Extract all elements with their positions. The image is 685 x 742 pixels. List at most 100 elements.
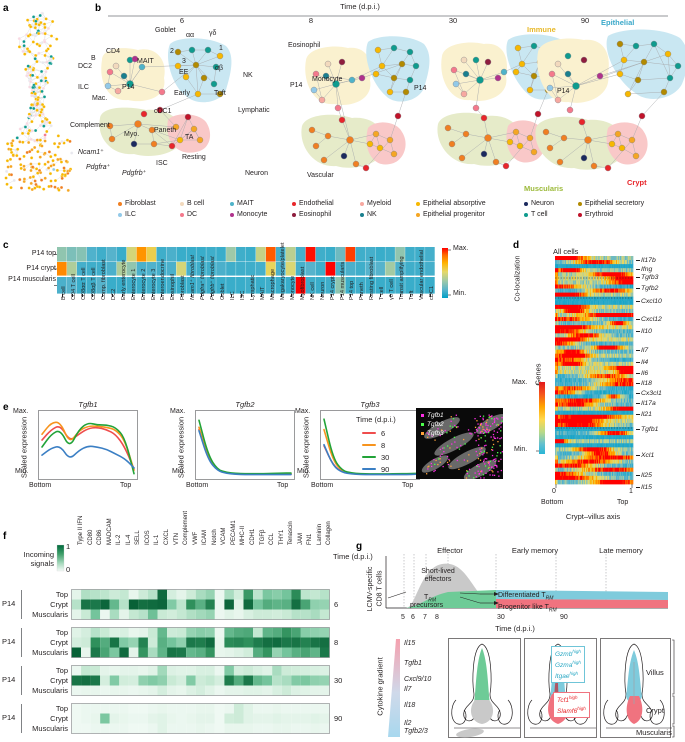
panel-f-blocks: P14 Top Crypt Muscularis 6 P14 Top Crypt Muscula… bbox=[0, 588, 345, 740]
panel-c-row-label-2: P14 muscularis bbox=[0, 276, 56, 284]
panel-f-col-label: CCL bbox=[269, 532, 276, 545]
net8-label-lymphatic: Lymphatic bbox=[238, 107, 270, 114]
panel-g-time-axis-label: Time (d.p.i.) bbox=[495, 624, 535, 633]
panel-e-chart-title-3: Tgfb3 bbox=[360, 400, 380, 409]
panel-g-letter: g bbox=[356, 541, 363, 552]
panel-f-col-label: Notch bbox=[211, 529, 218, 545]
panel-c-row-label-2-text: P14 muscularis bbox=[8, 276, 56, 283]
legend-item: NK bbox=[360, 211, 416, 218]
region-label-immune: Immune bbox=[527, 25, 556, 34]
panel-d-gene-tick bbox=[636, 331, 640, 332]
panel-g-cytokine-gradient-svg bbox=[388, 639, 400, 737]
panel-g-prog-trm-label: Progenitor like T bbox=[498, 604, 549, 611]
panel-b-legend: Fibroblast B cell MAIT Endothelial Myeloid Ep… bbox=[118, 198, 678, 220]
panel-c-col-tick bbox=[380, 294, 381, 297]
panel-e-chart-3-svg bbox=[320, 410, 420, 480]
panel-c-col-tick bbox=[360, 294, 361, 297]
panel-d-gene-tick bbox=[636, 475, 640, 476]
panel-c-col-labels: B cell CD4 T cell CD8αα T cell CD8αβ T cell… bbox=[57, 242, 437, 378]
panel-a-network bbox=[4, 8, 76, 193]
panel-e-image-legend-label: Tgfb1 bbox=[427, 412, 444, 419]
legend-item: MAIT bbox=[230, 200, 292, 207]
legend-dot-icon bbox=[416, 212, 420, 217]
panel-d-xlabel-top: Top bbox=[617, 499, 629, 506]
panel-c-heatmap-svg bbox=[54, 247, 435, 294]
panel-g-ylabel: LCMV-specific bbox=[367, 559, 375, 619]
net8-label-monocyte: Monocyte bbox=[312, 76, 343, 83]
panel-f-row-label: Top bbox=[55, 628, 68, 637]
panel-f-row-label: Muscularis bbox=[32, 686, 68, 695]
legend-dot-icon bbox=[360, 212, 364, 217]
legend-label: DC bbox=[187, 211, 198, 218]
panel-d-gene-tick bbox=[636, 383, 640, 384]
panel-d-gene-tick bbox=[636, 277, 640, 278]
legend-dot-icon bbox=[578, 212, 582, 217]
panel-e-xlabel-right-2: Top bbox=[277, 482, 289, 489]
panel-a-letter: a bbox=[3, 3, 9, 14]
legend-label: MAIT bbox=[237, 200, 254, 207]
panel-g-time-tick: 7 bbox=[423, 614, 427, 621]
panel-f-row-label: Muscularis bbox=[32, 648, 68, 657]
legend-label: B cell bbox=[187, 200, 205, 207]
legend-dot-icon bbox=[230, 212, 234, 217]
legend-label: Endothelial bbox=[299, 200, 334, 207]
net6-label-ee: EE bbox=[179, 69, 189, 76]
panel-f-colorbar-svg bbox=[56, 544, 65, 572]
panel-f-col-label: Tenascin bbox=[288, 521, 295, 545]
panel-g-marker-box-blue: Gzmbhigh Gzmahigh Itgaehigh bbox=[551, 646, 585, 684]
panel-c-col-tick bbox=[350, 294, 352, 297]
panel-c-col-tick bbox=[211, 294, 212, 297]
panel-g-short-lived-2: effectors bbox=[424, 576, 452, 583]
panel-c-col-tick bbox=[61, 294, 63, 297]
panel-c-col-tick bbox=[181, 294, 182, 297]
panel-e-ymax-3: Max. bbox=[295, 408, 311, 415]
panel-f-col-label: VTN bbox=[173, 533, 180, 545]
legend-label: Neuron bbox=[531, 200, 554, 207]
marker-blue-0: Gzmb bbox=[555, 651, 573, 659]
net6-label-ilc: ILC bbox=[78, 84, 89, 91]
panel-g-time-tick: 5 bbox=[401, 614, 405, 621]
panel-e-image-legend-dot-icon bbox=[421, 414, 424, 417]
panel-f-heat-block bbox=[71, 703, 330, 734]
panel-g-cytokine-label: Cxcl9/10 bbox=[404, 676, 432, 683]
panel-b-tp-30: 30 bbox=[448, 16, 458, 25]
legend-dot-icon bbox=[118, 201, 122, 206]
panel-e-legend-item: 8 bbox=[362, 439, 389, 451]
panel-f-col-label: Complement bbox=[183, 510, 190, 545]
panel-g-cytokine-label: Tgfb1 bbox=[404, 660, 422, 667]
panel-d-heatmap-svg bbox=[555, 256, 634, 485]
marker-red-sup-1: high bbox=[577, 706, 586, 712]
legend-dot-icon bbox=[360, 201, 364, 206]
panel-e-legend-item: 6 bbox=[362, 427, 389, 439]
panel-f-group-label: P14 bbox=[2, 637, 16, 646]
panel-g-diff-trm: Differentiated TRM bbox=[498, 592, 553, 601]
panel-c-col-tick bbox=[250, 294, 252, 297]
panel-e-legend: 6 8 30 90 bbox=[362, 427, 389, 475]
panel-g-cytokine-gradient-label: Cytokine gradient bbox=[375, 657, 385, 716]
panel-g-short-lived: Short-lived effectors bbox=[408, 568, 468, 584]
panel-c-col-label: Paneth bbox=[359, 282, 366, 300]
panel-d-xaxis bbox=[555, 484, 635, 490]
panel-f-col-label: JAM bbox=[297, 533, 304, 545]
panel-g-tissue-label-crypt: Crypt bbox=[646, 706, 664, 715]
panel-c-row-labels: P14 top P14 crypt P14 muscularis bbox=[0, 248, 60, 298]
panel-g-time-axis: 5 6 7 8 30 90 bbox=[370, 614, 670, 626]
panel-f-heat-svg bbox=[71, 665, 330, 696]
net6-label-myo: Myo. bbox=[124, 131, 140, 138]
panel-f-heat-svg bbox=[71, 703, 330, 734]
panel-d-gene-label: Tgfb2 bbox=[641, 285, 659, 292]
panel-e-legend-swatch bbox=[362, 443, 376, 447]
panel-g-top-chart bbox=[368, 552, 678, 612]
panel-f-time-value: 8 bbox=[334, 638, 339, 647]
panel-c-col-tick bbox=[370, 294, 371, 297]
legend-dot-icon bbox=[118, 212, 122, 217]
panel-f-row-label: Muscularis bbox=[32, 724, 68, 733]
panel-b-axis-title: Time (d.p.i.) bbox=[340, 2, 380, 11]
panel-g-time-tick: 8 bbox=[435, 614, 439, 621]
panel-f-col-label: IL-2 bbox=[116, 534, 123, 545]
legend-dot-icon bbox=[416, 201, 420, 206]
panel-f-time-value: 30 bbox=[334, 676, 343, 685]
panel-g-cytokine-list: Il15 Tgfb1 Cxcl9/10 Il7 Il18 Il2 Tgfb2/3 bbox=[404, 638, 454, 738]
panel-g-cytokine-label: Il15 bbox=[404, 640, 416, 647]
panel-e-legend-swatch bbox=[362, 467, 376, 471]
